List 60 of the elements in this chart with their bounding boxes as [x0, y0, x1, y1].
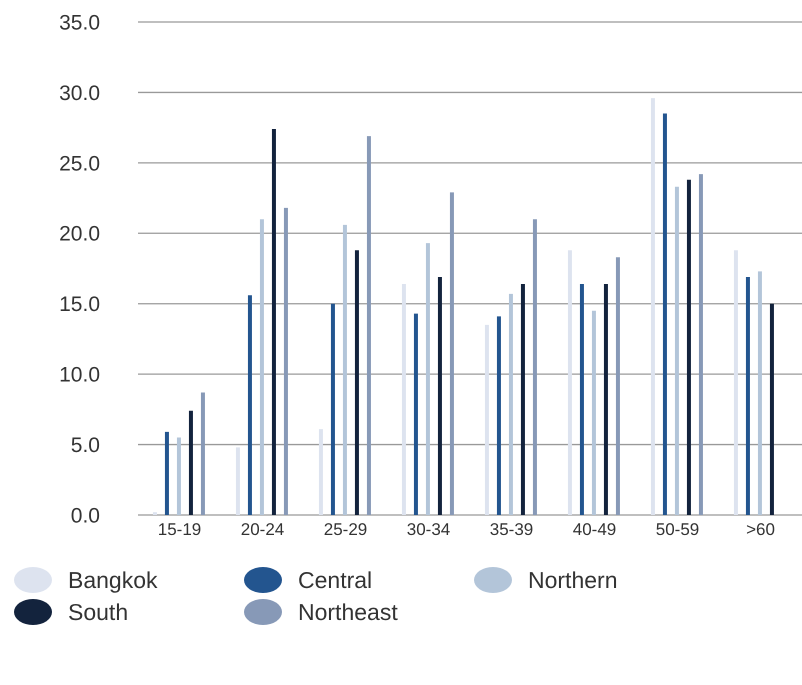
bar: [484, 324, 489, 515]
x-tick-label: 35-39: [490, 520, 534, 540]
bar: [592, 310, 596, 515]
y-tick-label: 35.0: [59, 11, 100, 34]
bar: [236, 447, 240, 515]
bar: [496, 316, 501, 515]
bar: [770, 304, 774, 515]
bar: [734, 250, 738, 515]
bar: [200, 392, 205, 515]
legend-label: Northern: [528, 566, 618, 594]
x-tick-label: 50-59: [656, 520, 700, 540]
bar: [248, 295, 252, 515]
legend-label: Central: [298, 566, 372, 594]
bar: [318, 429, 323, 515]
x-tick-label: 20-24: [240, 520, 284, 540]
legend-label: Northeast: [298, 598, 398, 626]
bar: [686, 180, 691, 515]
bar: [366, 136, 371, 515]
bar: [354, 250, 359, 515]
bar: [616, 257, 620, 515]
x-tick-label: 15-19: [158, 520, 202, 540]
bar: [152, 512, 157, 515]
legend-label: Bangkok: [68, 566, 158, 594]
x-tick-label: >60: [746, 520, 775, 540]
bar: [580, 284, 584, 515]
y-tick-label: 0.0: [70, 504, 100, 528]
bar: [662, 114, 667, 515]
bar: [520, 284, 525, 515]
x-tick-label: 30-34: [406, 520, 450, 540]
bar: [164, 432, 169, 515]
bar: [188, 410, 193, 515]
bar: [426, 243, 430, 515]
y-tick-label: 20.0: [59, 222, 100, 246]
bar: [402, 284, 406, 515]
bar: [746, 276, 750, 515]
y-tick-label: 30.0: [59, 82, 100, 105]
bar: [508, 294, 513, 515]
y-tick-label: 15.0: [59, 293, 100, 316]
bar: [568, 250, 572, 515]
bar: [342, 224, 347, 515]
bar: [176, 438, 181, 515]
y-tick-label: 25.0: [59, 152, 100, 176]
x-tick-label: 40-49: [572, 520, 616, 540]
bar: [650, 98, 655, 515]
bar: [330, 304, 335, 515]
bar: [414, 314, 418, 515]
legend-label: South: [68, 598, 128, 626]
bar: [758, 271, 762, 515]
bar: [438, 276, 442, 515]
y-tick-label: 5.0: [70, 434, 100, 458]
bar: [260, 219, 264, 515]
bar: [284, 208, 288, 515]
x-tick-label: 25-29: [324, 520, 368, 540]
bar: [532, 219, 537, 515]
y-tick-label: 10.0: [59, 364, 100, 387]
bar: [674, 186, 679, 515]
bar: [604, 284, 608, 515]
bar: [698, 174, 703, 515]
bar: [450, 192, 454, 515]
bar: [272, 129, 276, 515]
